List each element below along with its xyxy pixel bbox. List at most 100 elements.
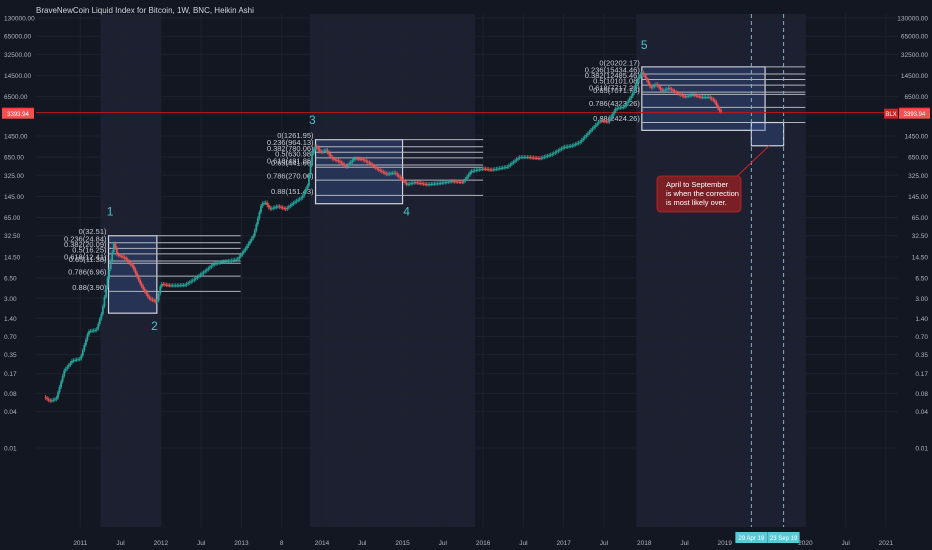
candle-body bbox=[294, 201, 296, 203]
candle-body bbox=[297, 199, 300, 201]
candle-body bbox=[64, 368, 67, 371]
candle-body bbox=[146, 294, 149, 297]
x-tick-label: Jul bbox=[197, 540, 206, 547]
candle-body bbox=[478, 169, 481, 171]
candle-body bbox=[520, 157, 523, 159]
candle-body bbox=[263, 203, 265, 205]
candle-body bbox=[129, 262, 132, 265]
candle-body bbox=[700, 96, 702, 98]
y-tick-label-left: 130000.00 bbox=[4, 16, 35, 23]
candle-body bbox=[563, 146, 566, 148]
candle-body bbox=[568, 146, 571, 148]
y-tick-label-right: 65000.00 bbox=[901, 34, 928, 41]
y-tick-label-left: 32500.00 bbox=[4, 52, 31, 59]
candle-body bbox=[467, 174, 470, 177]
candle-body bbox=[571, 145, 574, 147]
candle-body bbox=[476, 169, 479, 171]
candle-body bbox=[641, 72, 643, 75]
candle-body bbox=[123, 257, 126, 259]
candle-body bbox=[422, 183, 425, 185]
fib-level-label: 0.65(441.66) bbox=[271, 159, 314, 168]
y-tick-label-right: 650.00 bbox=[908, 155, 928, 162]
candle-body bbox=[408, 183, 411, 185]
candle-body bbox=[239, 254, 242, 257]
candle-body bbox=[524, 157, 527, 159]
candle-body bbox=[656, 84, 659, 86]
candle-body bbox=[487, 169, 490, 171]
fib-box bbox=[314, 139, 404, 205]
annotation-text: is when the correction bbox=[666, 189, 739, 198]
candle-body bbox=[201, 273, 203, 275]
candle-body bbox=[707, 97, 710, 99]
x-tick-label: 2011 bbox=[73, 540, 87, 547]
fib-level-label: 0.5(10101.08) bbox=[593, 77, 640, 86]
candle-body bbox=[625, 103, 628, 106]
candle-body bbox=[670, 89, 673, 91]
candle-body bbox=[115, 247, 118, 255]
candle-body bbox=[165, 284, 168, 286]
candle-body bbox=[404, 181, 406, 183]
candle-body bbox=[63, 370, 66, 377]
candle-body bbox=[439, 182, 442, 184]
candle-body bbox=[112, 243, 115, 253]
second-price-right-bg bbox=[899, 108, 930, 119]
candle-body bbox=[560, 148, 563, 150]
candle-body bbox=[243, 250, 245, 253]
fib-level-label: 0(1261.95) bbox=[277, 131, 314, 140]
candle-body bbox=[287, 206, 290, 208]
candle-body bbox=[184, 284, 186, 286]
candle-body bbox=[514, 160, 516, 162]
candle-body bbox=[490, 169, 493, 171]
x-tick-label: 2018 bbox=[637, 540, 652, 547]
y-tick-label-right: 0.70 bbox=[915, 334, 928, 341]
candle-body bbox=[80, 355, 83, 359]
candle-body bbox=[61, 376, 64, 382]
y-tick-label-left: 65000.00 bbox=[4, 34, 31, 41]
candle-body bbox=[278, 206, 281, 208]
candle-body bbox=[475, 170, 478, 172]
candle-body bbox=[359, 158, 362, 160]
candle-body bbox=[605, 121, 608, 123]
candle-body bbox=[125, 257, 128, 260]
candle-body bbox=[648, 83, 651, 87]
candle-body bbox=[46, 398, 49, 400]
candle-body bbox=[639, 74, 642, 77]
candle-body bbox=[105, 287, 107, 297]
second-price-tag: BLX bbox=[885, 112, 896, 118]
candle-body bbox=[267, 205, 270, 208]
candle-body bbox=[292, 202, 295, 205]
candle-body bbox=[377, 168, 380, 170]
candle-body bbox=[548, 155, 551, 157]
candle-body bbox=[176, 285, 179, 287]
y-tick-label-right: 1.40 bbox=[915, 316, 928, 323]
candle-body bbox=[459, 181, 462, 183]
candle-body bbox=[235, 259, 238, 261]
candle-body bbox=[686, 96, 688, 98]
candle-body bbox=[334, 159, 337, 161]
candle-body bbox=[638, 76, 640, 80]
candle-body bbox=[318, 149, 321, 152]
candle-body bbox=[301, 195, 304, 198]
candle-body bbox=[258, 212, 261, 219]
candle-body bbox=[283, 207, 286, 209]
candle-body bbox=[509, 164, 512, 166]
candle-body bbox=[385, 173, 388, 175]
candle-body bbox=[696, 95, 699, 97]
candle-body bbox=[511, 163, 513, 165]
candle-body bbox=[349, 161, 352, 164]
candle-body bbox=[652, 86, 654, 88]
x-tick-label: Jul bbox=[680, 540, 689, 547]
y-tick-label-right: 6.50 bbox=[915, 275, 928, 282]
candle-body bbox=[622, 106, 625, 108]
candle-body bbox=[432, 183, 434, 185]
candle-body bbox=[303, 192, 306, 196]
candle-body bbox=[69, 362, 72, 365]
candle-body bbox=[379, 169, 382, 171]
candle-body bbox=[117, 254, 120, 256]
date-tag-bg bbox=[735, 532, 768, 543]
candle-body bbox=[224, 261, 227, 263]
candle-body bbox=[675, 91, 678, 93]
candle-body bbox=[273, 207, 276, 209]
candle-body bbox=[225, 261, 228, 263]
